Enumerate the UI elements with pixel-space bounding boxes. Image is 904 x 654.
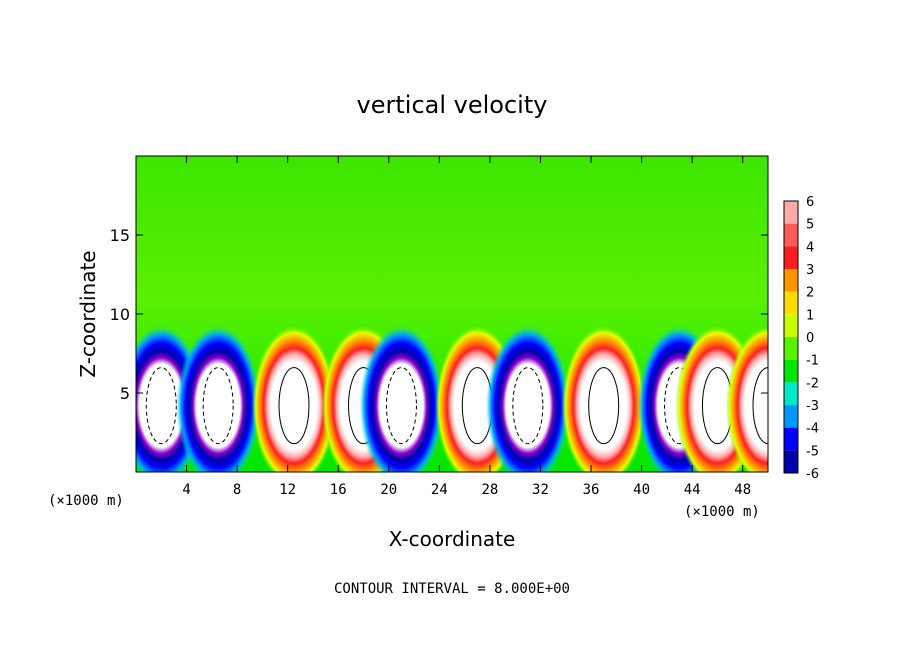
colorbar-swatch [784, 405, 798, 428]
velocity-cells [136, 325, 768, 472]
colorbar-swatch [784, 246, 798, 269]
y-tick-label: 15 [110, 226, 130, 245]
velocity-cell-4 [359, 325, 444, 472]
colorbar-swatch [784, 382, 798, 405]
x-tick-label: 40 [633, 482, 650, 498]
velocity-cell-10 [726, 325, 768, 472]
y-tick-label: 5 [120, 384, 130, 403]
velocity-cell-2 [252, 325, 336, 472]
colorbar-label: 0 [806, 331, 814, 346]
colorbar-label: -5 [806, 444, 819, 459]
colorbar-label: 1 [806, 308, 814, 323]
colorbar-label: -4 [806, 422, 819, 437]
y-tick-label: 10 [110, 305, 130, 324]
plot-area [136, 156, 768, 472]
velocity-cell-6 [485, 325, 570, 472]
x-axis-label: X-coordinate [389, 527, 516, 551]
x-tick-label: 44 [684, 482, 701, 498]
colorbar-label: 6 [806, 195, 814, 210]
colorbar-label: -2 [806, 376, 819, 391]
colorbar-swatch [784, 314, 798, 337]
chart-title: vertical velocity [357, 91, 548, 119]
colorbar-label: 5 [806, 218, 814, 233]
x-tick-label: 12 [279, 482, 296, 498]
colorbar-label: 2 [806, 286, 814, 301]
colorbar-swatch [784, 201, 798, 224]
colorbar-label: 4 [806, 240, 814, 255]
colorbar-swatch [784, 427, 798, 451]
x-unit-left: (×1000 m) [48, 493, 124, 509]
colorbar-frame [783, 200, 799, 474]
colorbar-label: -3 [806, 399, 819, 414]
colorbar-swatch [784, 269, 798, 292]
y-axis-label: Z-coordinate [76, 250, 100, 377]
x-tick-label: 48 [734, 482, 751, 498]
x-tick-label: 36 [583, 482, 600, 498]
colorbar-label: 3 [806, 263, 814, 278]
x-tick-label: 20 [380, 482, 397, 498]
x-tick-label: 4 [182, 482, 190, 498]
colorbar-swatch [784, 359, 798, 383]
colorbar-swatch [784, 337, 798, 360]
colorbar-swatch [784, 450, 798, 473]
colorbar-swatch [784, 223, 798, 247]
x-tick-label: 28 [481, 482, 498, 498]
x-tick-label: 16 [330, 482, 347, 498]
velocity-cell-1 [176, 325, 261, 472]
velocity-cell-7 [561, 325, 646, 472]
y-axis: 5 10 15 [110, 226, 768, 403]
colorbar-label: -1 [806, 354, 819, 369]
colorbar-swatch [784, 291, 798, 315]
contour-interval-note: CONTOUR INTERVAL = 8.000E+00 [334, 581, 570, 597]
colorbar: 6 5 4 3 2 1 0 -1 -2 -3 -4 -5 -6 [783, 195, 819, 482]
x-tick-label: 24 [431, 482, 448, 498]
x-tick-label: 32 [532, 482, 549, 498]
x-unit-right: (×1000 m) [684, 504, 760, 520]
x-tick-label: 8 [233, 482, 241, 498]
x-axis: 4 8 12 16 20 24 28 32 36 40 44 48 [182, 156, 751, 498]
colorbar-label: -6 [806, 467, 819, 482]
